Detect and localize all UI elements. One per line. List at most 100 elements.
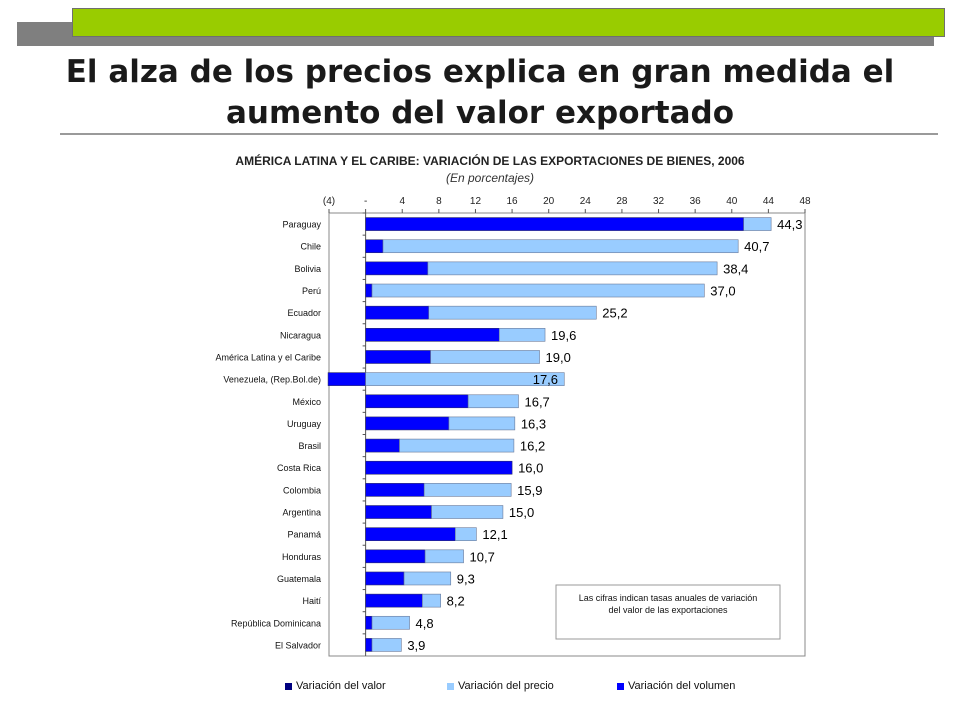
category-label: América Latina y el Caribe xyxy=(215,352,321,362)
data-label-valor: 40,7 xyxy=(744,239,769,254)
legend-label-valor: Variación del valor xyxy=(296,680,386,692)
category-label: Nicaragua xyxy=(280,330,321,340)
legend-label-precio: Variación del precio xyxy=(458,680,554,692)
bar-volumen xyxy=(365,217,744,231)
slide-title-line-1: El alza de los precios explica en gran m… xyxy=(65,54,895,90)
data-label-valor: 16,3 xyxy=(521,416,546,431)
data-label-valor: 16,7 xyxy=(524,394,549,409)
bar-precio xyxy=(430,350,540,364)
annotation-text: del valor de las exportaciones xyxy=(608,605,728,615)
data-label-valor: 12,1 xyxy=(482,527,507,542)
bar-volumen xyxy=(365,305,430,320)
category-label: Haití xyxy=(302,596,321,606)
data-label-valor: 3,9 xyxy=(407,638,425,653)
legend-swatch-precio xyxy=(447,682,454,690)
annotation-text: Las cifras indican tasas anuales de vari… xyxy=(579,593,758,603)
title-divider xyxy=(60,133,938,135)
data-label-valor: 19,0 xyxy=(546,350,571,365)
data-label-valor: 4,8 xyxy=(416,616,434,631)
slide-title: El alza de los precios explica en gran m… xyxy=(20,52,940,134)
bar-precio xyxy=(424,549,464,564)
chart-subtitle: (En porcentajes) xyxy=(445,171,535,185)
slide-title-line-2: aumento del valor exportado xyxy=(225,95,735,131)
title-decoration-green-bar xyxy=(72,8,945,37)
bar-volumen xyxy=(365,394,469,409)
bar-precio xyxy=(455,527,477,541)
x-tick-label: 8 xyxy=(436,196,442,207)
bar-precio xyxy=(403,571,452,586)
x-tick-label: 28 xyxy=(616,196,628,207)
bar-precio xyxy=(382,239,739,254)
x-tick-label: 4 xyxy=(399,196,405,207)
x-tick-label: 32 xyxy=(653,196,665,207)
bar-precio xyxy=(365,372,565,386)
legend-swatch-valor xyxy=(285,682,292,690)
category-label: México xyxy=(292,397,321,407)
category-label: El Salvador xyxy=(275,640,321,650)
data-label-valor: 15,9 xyxy=(517,483,542,498)
legend-item-volumen: Variación del volumen xyxy=(617,680,735,692)
bar-volumen xyxy=(365,615,373,630)
data-label-valor: 19,6 xyxy=(551,328,576,343)
bar-volumen xyxy=(365,505,432,519)
chart-title: AMÉRICA LATINA Y EL CARIBE: VARIACIÓN DE… xyxy=(235,154,745,168)
bar-precio xyxy=(427,261,718,276)
category-label: Perú xyxy=(302,286,321,296)
bar-volumen xyxy=(365,283,373,298)
data-label-valor: 17,6 xyxy=(533,372,558,387)
x-tick-label: 20 xyxy=(543,196,555,207)
x-tick-label: 12 xyxy=(470,196,482,207)
annotation-box xyxy=(555,584,781,640)
category-label: Chile xyxy=(300,242,321,252)
bar-volumen xyxy=(327,372,366,386)
bar-precio xyxy=(498,328,546,342)
category-label: Uruguay xyxy=(287,419,322,429)
category-label: Ecuador xyxy=(287,308,321,318)
data-label-valor: 44,3 xyxy=(777,217,802,232)
category-label: Guatemala xyxy=(277,574,321,584)
category-label: Venezuela, (Rep.Bol.de) xyxy=(223,375,321,385)
category-label: Honduras xyxy=(282,552,322,562)
x-tick-label: 44 xyxy=(763,196,775,207)
bar-volumen xyxy=(365,483,425,497)
data-label-valor: 10,7 xyxy=(470,549,495,564)
bar-volumen xyxy=(365,460,513,475)
bar-precio xyxy=(399,438,515,453)
bar-precio xyxy=(428,305,597,320)
bar-volumen xyxy=(365,239,384,254)
bar-volumen xyxy=(365,328,500,342)
bar-precio xyxy=(422,593,441,608)
legend-swatch-volumen xyxy=(617,682,624,690)
legend-label-volumen: Variación del volumen xyxy=(628,680,736,692)
x-tick-label: 40 xyxy=(726,196,738,207)
legend-item-valor: Variación del valor xyxy=(285,680,386,692)
category-label: Costa Rica xyxy=(277,463,321,473)
bar-precio xyxy=(423,483,512,497)
bar-volumen xyxy=(365,638,373,652)
category-label: Argentina xyxy=(282,508,321,518)
x-tick-label: - xyxy=(364,196,367,207)
bar-volumen xyxy=(365,261,429,276)
bar-precio xyxy=(431,505,504,519)
x-tick-label: 24 xyxy=(580,196,592,207)
data-label-valor: 9,3 xyxy=(457,571,475,586)
bar-volumen xyxy=(365,593,423,608)
bar-volumen xyxy=(365,571,405,586)
category-label: Panamá xyxy=(287,530,321,540)
bar-precio xyxy=(371,283,705,298)
bar-volumen xyxy=(365,527,456,541)
category-label: Colombia xyxy=(283,485,321,495)
x-tick-label: (4) xyxy=(323,196,335,207)
x-tick-label: 48 xyxy=(799,196,811,207)
bar-volumen xyxy=(365,350,431,364)
chart-legend: Variación del valor Variación del precio… xyxy=(0,680,960,694)
category-label: Bolivia xyxy=(294,264,321,274)
bar-precio xyxy=(371,615,410,630)
data-label-valor: 16,2 xyxy=(520,439,545,454)
category-label: Paraguay xyxy=(282,220,321,230)
bar-precio xyxy=(371,638,402,652)
data-label-valor: 37,0 xyxy=(710,284,735,299)
x-tick-label: 36 xyxy=(690,196,702,207)
category-label: Brasil xyxy=(298,441,321,451)
